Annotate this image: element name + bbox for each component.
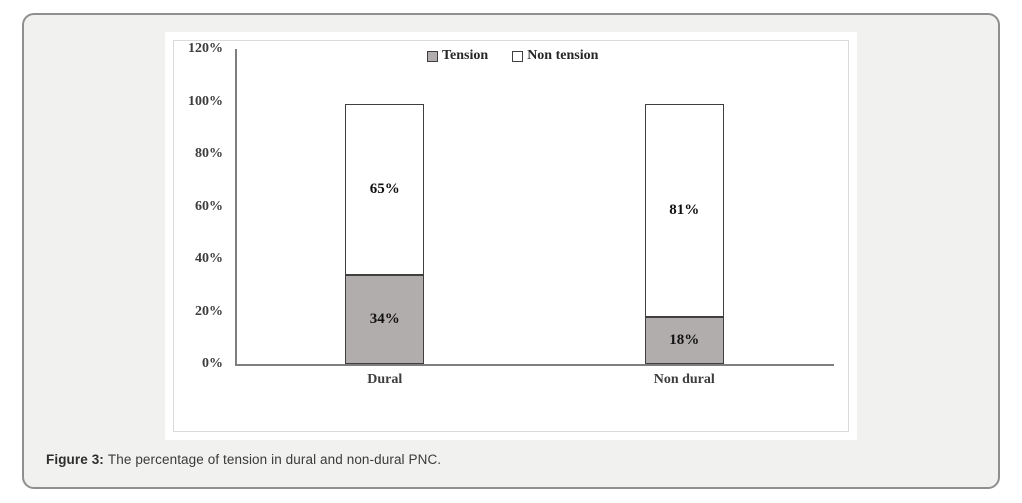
chart-legend: Tension Non tension [427, 48, 598, 64]
bar-segment-value-label: 81% [669, 201, 700, 218]
bar-segment-non-tension-dural: 65% [345, 104, 425, 275]
chart-frame [173, 40, 849, 432]
y-tick-label: 80% [195, 146, 223, 161]
chart-panel: Tension Non tension 0% 20% 40% 60% 80% 100% 120… [165, 32, 857, 440]
y-tick-label: 120% [188, 41, 223, 56]
x-axis-line [235, 364, 834, 366]
x-category-label-non-dural: Non dural [653, 372, 715, 387]
figure-caption-label: Figure 3: [46, 452, 104, 467]
y-tick-label: 60% [195, 198, 223, 214]
bar-segment-non-tension-non-dural: 81% [644, 104, 724, 317]
bar-segment-value-label: 18% [669, 331, 700, 348]
legend-swatch-icon [427, 50, 438, 62]
legend-label: Non tension [527, 48, 599, 63]
y-tick-label: 0% [202, 356, 223, 371]
legend-item: Tension [427, 48, 488, 64]
y-tick-label: 20% [195, 303, 223, 319]
figure-caption-text: The percentage of tension in dural and n… [107, 452, 442, 467]
bar-segment-tension-dural: 34% [345, 274, 425, 364]
legend-item: Non tension [512, 48, 598, 64]
bar-segment-tension-non-dural: 18% [644, 316, 724, 364]
y-axis-line [235, 49, 237, 366]
y-tick-label: 40% [195, 251, 223, 266]
legend-swatch-icon [512, 50, 524, 62]
figure-card: Tension Non tension 0% 20% 40% 60% 80% 100% 120… [22, 13, 1000, 489]
y-tick-label: 100% [188, 93, 223, 109]
bar-segment-value-label: 65% [369, 180, 400, 197]
x-category-label-dural: Dural [367, 372, 403, 387]
legend-label: Tension [442, 48, 489, 63]
figure-caption: Figure 3: The percentage of tension in du… [46, 452, 441, 467]
bar-segment-value-label: 34% [369, 310, 400, 327]
